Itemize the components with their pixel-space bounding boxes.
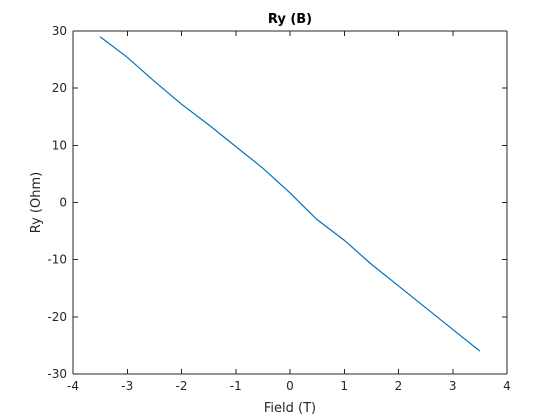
y-axis-label: Ry (Ohm) — [29, 172, 44, 233]
x-tick-label: -2 — [176, 379, 188, 393]
series-layer — [99, 36, 481, 352]
x-tick-label: -3 — [121, 379, 133, 393]
y-tick-label: 0 — [59, 196, 67, 210]
chart-title: Ry (B) — [268, 12, 312, 27]
x-tick-label: -4 — [67, 379, 79, 393]
series-line-0 — [99, 36, 481, 352]
y-tick-label: -10 — [47, 253, 67, 267]
x-tick-label: -1 — [230, 379, 242, 393]
x-tick-label: 2 — [395, 379, 403, 393]
y-tick-label: -20 — [47, 310, 67, 324]
plot-area — [73, 31, 507, 374]
x-tick-label: 4 — [503, 379, 511, 393]
x-tick-label: 0 — [286, 379, 294, 393]
y-tick-label: 20 — [52, 81, 67, 95]
x-tick-label: 3 — [449, 379, 457, 393]
x-axis-label: Field (T) — [264, 401, 316, 416]
x-tick-label: 1 — [340, 379, 348, 393]
y-tick-label: 10 — [52, 138, 67, 152]
y-tick-label: 30 — [52, 24, 67, 38]
y-tick-label: -30 — [47, 367, 67, 381]
